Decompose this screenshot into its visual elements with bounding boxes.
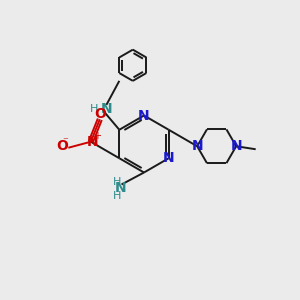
Text: N: N <box>138 109 150 122</box>
Text: N: N <box>100 102 112 116</box>
Text: N: N <box>115 182 127 195</box>
Text: H: H <box>90 104 99 114</box>
Text: H: H <box>113 177 121 188</box>
Text: H: H <box>113 190 121 201</box>
Text: N: N <box>163 151 175 165</box>
Text: ⁻: ⁻ <box>62 136 68 146</box>
Text: N: N <box>86 135 98 149</box>
Text: O: O <box>56 139 68 153</box>
Text: O: O <box>94 107 106 121</box>
Text: N: N <box>230 139 242 153</box>
Text: N: N <box>191 139 203 153</box>
Text: +: + <box>93 131 101 141</box>
